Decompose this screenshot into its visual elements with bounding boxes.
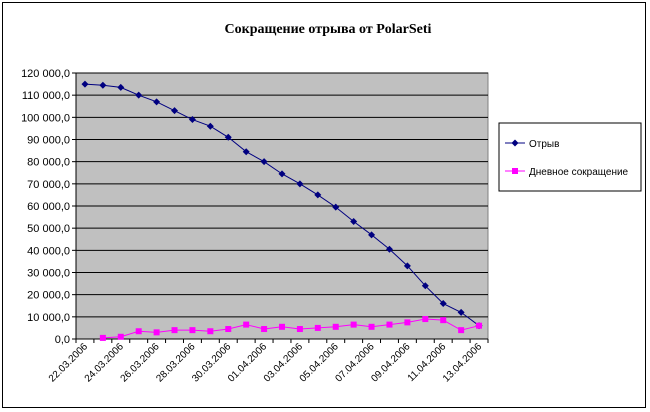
- data-point: [189, 327, 196, 334]
- chart-area: Сокращение отрыва от PolarSeti 0,0 10 000…: [2, 2, 646, 408]
- data-point: [403, 262, 411, 270]
- data-point: [422, 316, 429, 323]
- data-point: [171, 107, 179, 115]
- legend: Отрыв Дневное сокращение: [498, 122, 642, 192]
- data-point: [117, 333, 124, 340]
- series-line-1: [102, 318, 480, 339]
- data-point: [279, 323, 285, 330]
- data-point: [242, 148, 250, 156]
- data-point: [206, 122, 214, 130]
- data-point: [117, 83, 125, 91]
- data-point: [368, 323, 375, 330]
- y-tick-label: 90 000,0: [27, 135, 70, 147]
- legend-label: Отрыв: [529, 139, 559, 150]
- data-point: [224, 133, 232, 141]
- data-point: [439, 300, 447, 308]
- y-tick-label: 20 000,0: [27, 290, 70, 302]
- data-point: [243, 321, 250, 328]
- legend-marker: [511, 139, 519, 147]
- legend-box: [498, 122, 642, 192]
- data-point: [350, 321, 357, 328]
- y-tick-label: 10 000,0: [27, 312, 70, 324]
- data-point: [296, 180, 304, 188]
- data-point: [385, 245, 393, 253]
- data-point: [404, 319, 411, 326]
- data-point: [99, 81, 107, 89]
- data-point: [278, 170, 286, 178]
- data-point: [296, 326, 303, 333]
- data-point: [171, 327, 178, 334]
- data-point: [261, 326, 268, 333]
- data-point: [207, 328, 214, 335]
- data-point: [99, 334, 106, 341]
- chart: Сокращение отрыва от PolarSeti 0,0 10 000…: [21, 22, 642, 385]
- y-tick-label: 120 000,0: [21, 68, 70, 80]
- y-tick-label: 110 000,0: [22, 90, 70, 102]
- legend-marker: [512, 168, 518, 174]
- data-point: [476, 322, 483, 329]
- data-point: [386, 321, 393, 328]
- data-point: [135, 328, 142, 335]
- data-point: [81, 80, 89, 88]
- data-point: [314, 324, 321, 331]
- y-tick-label: 100 000,0: [21, 112, 70, 124]
- data-point: [225, 326, 232, 333]
- y-tick-label: 60 000,0: [27, 201, 70, 213]
- data-point: [135, 91, 143, 99]
- data-point: [440, 317, 447, 324]
- y-tick-label: 0,0: [55, 334, 70, 346]
- data-point: [332, 323, 339, 330]
- y-tick-label: 30 000,0: [27, 268, 70, 280]
- data-point: [332, 203, 340, 211]
- chart-title: Сокращение отрыва от PolarSeti: [225, 22, 432, 37]
- y-tick-label: 50 000,0: [27, 223, 70, 235]
- y-tick-label: 40 000,0: [27, 245, 70, 257]
- legend-label: Дневное сокращение: [529, 167, 629, 178]
- plot-area: 0,0 10 000,0 20 000,0 30 000,0 40 000,0 50 00…: [21, 68, 489, 385]
- data-point: [153, 329, 160, 336]
- data-point: [368, 231, 376, 239]
- x-tick-label: 13.04.2006: [441, 341, 484, 384]
- data-point: [458, 327, 465, 334]
- data-point: [188, 116, 196, 124]
- data-point: [457, 308, 465, 316]
- data-point: [421, 282, 429, 290]
- data-point: [314, 191, 322, 199]
- y-tick-label: 70 000,0: [27, 179, 70, 191]
- data-point: [350, 218, 358, 226]
- data-point: [260, 158, 268, 166]
- data-point: [153, 98, 161, 106]
- y-tick-label: 80 000,0: [27, 157, 70, 169]
